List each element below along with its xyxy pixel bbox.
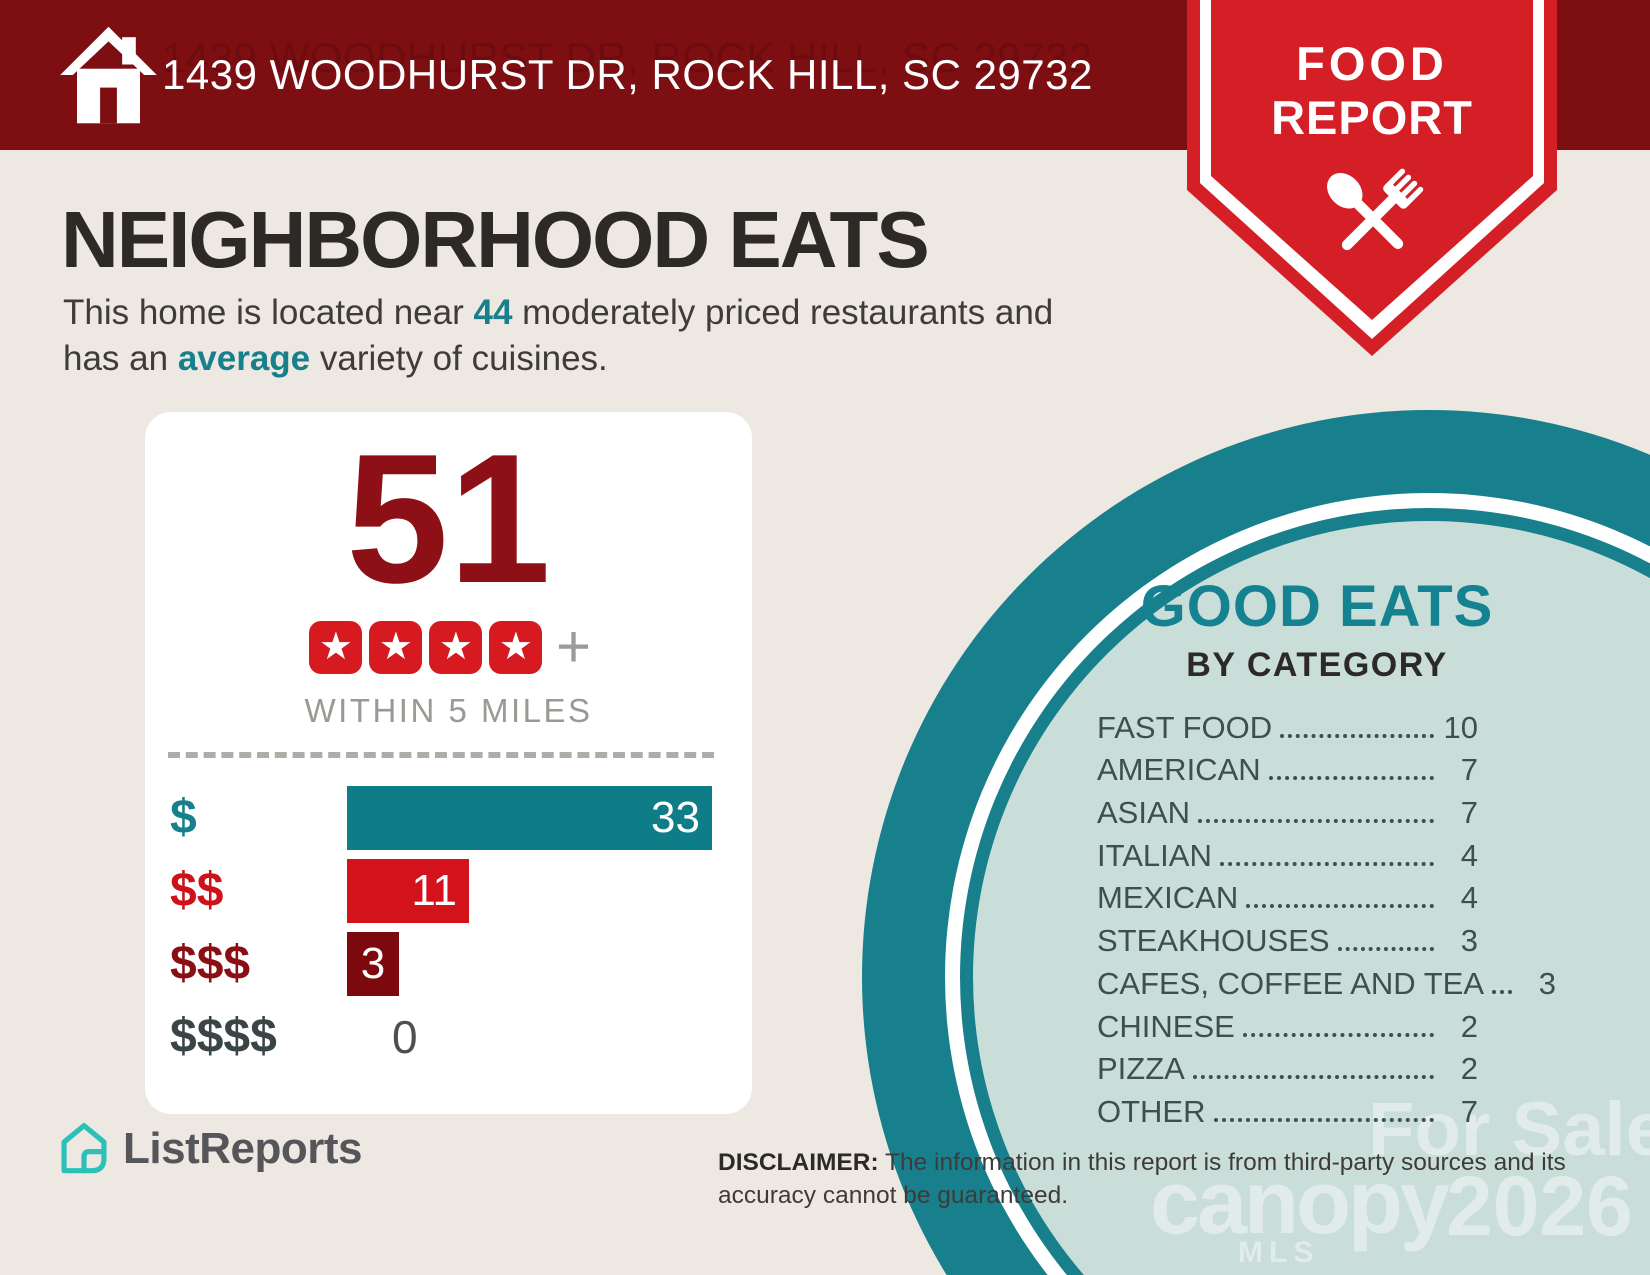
good-eats-category-list: FAST FOOD 10 AMERICAN 7 ASIAN 7 ITALIAN 4 ME… <box>1097 706 1556 1133</box>
category-row: CAFES, COFFEE AND TEA 3 <box>1097 962 1556 1005</box>
dotted-leader <box>1242 1032 1434 1037</box>
category-label: PIZZA <box>1097 1051 1185 1087</box>
category-count: 4 <box>1460 837 1478 873</box>
category-label: FAST FOOD <box>1097 709 1273 745</box>
disclaimer-label: DISCLAIMER: <box>718 1149 879 1176</box>
bar-row-price-3: $$$ 3 <box>170 932 732 996</box>
category-label: AMERICAN <box>1097 752 1261 788</box>
subtitle-text: This home is located near <box>63 293 474 332</box>
category-count: 2 <box>1460 1008 1478 1044</box>
restaurant-summary-card: 51 ★ ★ ★ ★ + WITHIN 5 MILES $ 33 $$ 11 $… <box>145 412 752 1114</box>
category-label: CHINESE <box>1097 1008 1235 1044</box>
home-icon <box>60 26 157 124</box>
yelp-star-icon: ★ <box>489 620 543 674</box>
watermark-mls: MLS <box>1238 1236 1320 1269</box>
spoon-fork-icon <box>1327 168 1424 251</box>
page-title: NEIGHBORHOOD EATS <box>61 195 930 284</box>
dotted-leader <box>1198 819 1434 824</box>
subtitle-text: variety of cuisines. <box>310 339 608 378</box>
price-tier-label: $$$$ <box>170 1010 277 1063</box>
dotted-leader <box>1492 989 1513 994</box>
price-tier-label: $$ <box>170 864 224 917</box>
watermark-for-sale: For Sale <box>1368 1087 1650 1172</box>
yelp-star-icon: ★ <box>369 620 423 674</box>
dashed-divider <box>168 752 714 758</box>
dotted-leader <box>1280 733 1434 738</box>
property-address: 1439 WOODHURST DR, ROCK HILL, SC 29732 <box>162 51 1093 98</box>
bar-fill: 3 <box>347 932 399 996</box>
good-eats-title: GOOD EATS <box>1140 574 1494 639</box>
category-count: 3 <box>1460 923 1478 959</box>
disclaimer-line2: accuracy cannot be guaranteed. <box>718 1182 1069 1209</box>
listreports-logo: ListReports <box>58 1120 362 1178</box>
category-count: 7 <box>1460 752 1478 788</box>
listreports-wordmark: ListReports <box>123 1124 362 1173</box>
price-tier-label: $ <box>170 791 197 844</box>
category-count: 2 <box>1460 1051 1478 1087</box>
price-tier-bar-chart: $ 33 $$ 11 $$$ 3 $$$$ 0 <box>170 786 732 1078</box>
dotted-leader <box>1337 947 1434 952</box>
good-eats-subtitle: BY CATEGORY <box>1186 646 1448 684</box>
dotted-leader <box>1268 776 1434 781</box>
category-label: ASIAN <box>1097 795 1191 831</box>
plus-icon: + <box>555 613 592 680</box>
watermark-canopy: canopy <box>1150 1153 1450 1253</box>
dotted-leader <box>1192 1075 1434 1080</box>
disclaimer-line1: The information in this report is from t… <box>878 1149 1566 1176</box>
restaurant-total-count: 51 <box>346 415 551 621</box>
bar-value: 33 <box>651 793 700 842</box>
price-tier-label: $$$ <box>170 937 251 990</box>
bar-row-price-2: $$ 11 <box>170 859 732 923</box>
category-count: 3 <box>1538 965 1557 1001</box>
subtitle-text: moderately priced restaurants and has an <box>63 293 1054 378</box>
category-count: 10 <box>1443 709 1478 745</box>
yelp-star-icon: ★ <box>309 620 363 674</box>
category-row: AMERICAN 7 <box>1097 749 1478 792</box>
category-row: STEAKHOUSES 3 <box>1097 919 1478 962</box>
bar-value: 11 <box>411 866 457 915</box>
radius-label: WITHIN 5 MILES <box>304 692 593 729</box>
restaurant-count-highlight: 44 <box>473 293 513 332</box>
category-row: ASIAN 7 <box>1097 791 1478 834</box>
rating-stars: ★ ★ ★ ★ + <box>145 617 752 677</box>
category-label: CAFES, COFFEE AND TEA <box>1097 965 1485 1001</box>
dotted-leader <box>1219 861 1434 866</box>
category-label: ITALIAN <box>1097 837 1212 873</box>
category-label: STEAKHOUSES <box>1097 923 1330 959</box>
category-row: CHINESE 2 <box>1097 1005 1478 1048</box>
category-count: 7 <box>1460 1093 1478 1129</box>
yelp-star-icon: ★ <box>429 620 483 674</box>
ribbon-title-line1: FOOD <box>1296 37 1448 90</box>
category-row: OTHER 7 <box>1097 1090 1478 1133</box>
bar-value: 3 <box>360 939 386 988</box>
category-count: 7 <box>1460 795 1478 831</box>
listreports-house-icon <box>61 1123 107 1174</box>
watermark-year: 2026 <box>1446 1159 1633 1253</box>
category-row: MEXICAN 4 <box>1097 877 1478 920</box>
category-label: OTHER <box>1097 1093 1206 1129</box>
bar-row-price-4: $$$$ 0 <box>170 1005 732 1069</box>
ribbon-title-line2: REPORT <box>1271 91 1473 144</box>
bar-fill: 33 <box>347 786 712 850</box>
dotted-leader <box>1213 1117 1434 1122</box>
category-row: FAST FOOD 10 <box>1097 706 1478 749</box>
disclaimer-text: DISCLAIMER: The information in this repo… <box>718 1146 1578 1212</box>
category-count: 4 <box>1460 880 1478 916</box>
dotted-leader <box>1246 904 1434 909</box>
variety-highlight: average <box>177 339 311 378</box>
bar-fill: 11 <box>347 859 469 923</box>
category-label: MEXICAN <box>1097 880 1239 916</box>
category-row: PIZZA 2 <box>1097 1048 1478 1091</box>
bar-value-zero: 0 <box>392 1011 418 1063</box>
page-subtitle: This home is located near 44 moderately … <box>63 290 1103 382</box>
food-report-ribbon: FOOD REPORT <box>1187 0 1557 356</box>
bar-row-price-1: $ 33 <box>170 786 732 850</box>
category-row: ITALIAN 4 <box>1097 834 1478 877</box>
